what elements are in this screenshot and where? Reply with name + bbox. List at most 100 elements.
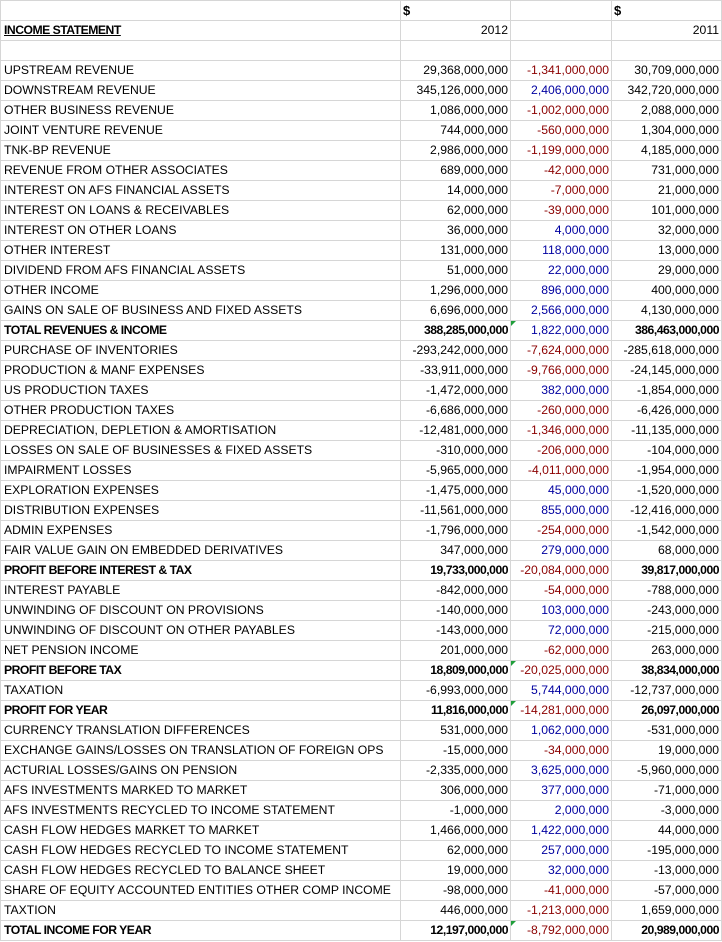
value-2011-cell[interactable]: 44,000,000	[611, 820, 722, 841]
row-label-cell[interactable]: TAXATION	[0, 680, 401, 701]
value-2012-cell[interactable]: -140,000,000	[400, 600, 511, 621]
row-label-cell[interactable]: ADMIN EXPENSES	[0, 520, 401, 541]
row-label-cell[interactable]: NET PENSION INCOME	[0, 640, 401, 661]
row-label-cell[interactable]: LOSSES ON SALE OF BUSINESSES & FIXED ASS…	[0, 440, 401, 461]
value-2012-cell[interactable]: -1,000,000	[400, 800, 511, 821]
difference-cell[interactable]: 4,000,000	[510, 220, 612, 241]
value-2012-cell[interactable]: -2,335,000,000	[400, 760, 511, 781]
row-label-cell[interactable]: UNWINDING OF DISCOUNT ON OTHER PAYABLES	[0, 620, 401, 641]
row-label-cell[interactable]: US PRODUCTION TAXES	[0, 380, 401, 401]
empty-cell[interactable]	[0, 40, 401, 61]
empty-cell[interactable]	[0, 0, 401, 21]
difference-cell[interactable]: -7,000,000	[510, 180, 612, 201]
value-2011-cell[interactable]: -104,000,000	[611, 440, 722, 461]
row-label-cell[interactable]: UNWINDING OF DISCOUNT ON PROVISIONS	[0, 600, 401, 621]
row-label-cell[interactable]: INTEREST ON AFS FINANCIAL ASSETS	[0, 180, 401, 201]
difference-cell[interactable]: 2,406,000,000	[510, 80, 612, 101]
value-2012-cell[interactable]: -143,000,000	[400, 620, 511, 641]
difference-cell[interactable]: -7,624,000,000	[510, 340, 612, 361]
row-label-cell[interactable]: EXCHANGE GAINS/LOSSES ON TRANSLATION OF …	[0, 740, 401, 761]
value-2012-cell[interactable]: 388,285,000,000	[400, 320, 511, 341]
value-2012-cell[interactable]: -1,475,000,000	[400, 480, 511, 501]
difference-cell[interactable]: -254,000,000	[510, 520, 612, 541]
value-2011-cell[interactable]: 4,185,000,000	[611, 140, 722, 161]
empty-cell[interactable]	[611, 40, 722, 61]
value-2011-cell[interactable]: -195,000,000	[611, 840, 722, 861]
row-label-cell[interactable]: DIVIDEND FROM AFS FINANCIAL ASSETS	[0, 260, 401, 281]
difference-cell[interactable]: 257,000,000	[510, 840, 612, 861]
row-label-cell[interactable]: INTEREST ON OTHER LOANS	[0, 220, 401, 241]
value-2012-cell[interactable]: 62,000,000	[400, 200, 511, 221]
row-label-cell[interactable]: CURRENCY TRANSLATION DIFFERENCES	[0, 720, 401, 741]
value-2011-cell[interactable]: -24,145,000,000	[611, 360, 722, 381]
difference-cell[interactable]: 855,000,000	[510, 500, 612, 521]
row-label-cell[interactable]: OTHER INCOME	[0, 280, 401, 301]
difference-cell[interactable]: -39,000,000	[510, 200, 612, 221]
difference-cell[interactable]: 118,000,000	[510, 240, 612, 261]
currency-2012[interactable]: $	[400, 0, 511, 21]
value-2011-cell[interactable]: 26,097,000,000	[611, 700, 722, 721]
difference-cell[interactable]: 279,000,000	[510, 540, 612, 561]
value-2012-cell[interactable]: -6,993,000,000	[400, 680, 511, 701]
value-2011-cell[interactable]: 101,000,000	[611, 200, 722, 221]
difference-cell[interactable]: -260,000,000	[510, 400, 612, 421]
difference-cell[interactable]: -14,281,000,000	[510, 700, 612, 721]
value-2012-cell[interactable]: 345,126,000,000	[400, 80, 511, 101]
row-label-cell[interactable]: PURCHASE OF INVENTORIES	[0, 340, 401, 361]
difference-cell[interactable]: -1,346,000,000	[510, 420, 612, 441]
value-2012-cell[interactable]: 36,000,000	[400, 220, 511, 241]
value-2011-cell[interactable]: -788,000,000	[611, 580, 722, 601]
value-2012-cell[interactable]: -310,000,000	[400, 440, 511, 461]
row-label-cell[interactable]: TNK-BP REVENUE	[0, 140, 401, 161]
row-label-cell[interactable]: OTHER PRODUCTION TAXES	[0, 400, 401, 421]
row-label-cell[interactable]: OTHER BUSINESS REVENUE	[0, 100, 401, 121]
value-2012-cell[interactable]: 2,986,000,000	[400, 140, 511, 161]
value-2012-cell[interactable]: 347,000,000	[400, 540, 511, 561]
value-2012-cell[interactable]: 201,000,000	[400, 640, 511, 661]
value-2012-cell[interactable]: 1,296,000,000	[400, 280, 511, 301]
value-2012-cell[interactable]: 1,086,000,000	[400, 100, 511, 121]
difference-cell[interactable]: 1,422,000,000	[510, 820, 612, 841]
value-2011-cell[interactable]: -215,000,000	[611, 620, 722, 641]
difference-cell[interactable]: 2,566,000,000	[510, 300, 612, 321]
difference-cell[interactable]: -9,766,000,000	[510, 360, 612, 381]
value-2011-cell[interactable]: 1,659,000,000	[611, 900, 722, 921]
value-2011-cell[interactable]: 20,989,000,000	[611, 920, 722, 941]
value-2011-cell[interactable]: 38,834,000,000	[611, 660, 722, 681]
value-2011-cell[interactable]: -57,000,000	[611, 880, 722, 901]
row-label-cell[interactable]: REVENUE FROM OTHER ASSOCIATES	[0, 160, 401, 181]
year-2011-header[interactable]: 2011	[611, 20, 722, 41]
difference-cell[interactable]: -1,199,000,000	[510, 140, 612, 161]
difference-cell[interactable]: 5,744,000,000	[510, 680, 612, 701]
row-label-cell[interactable]: PROFIT FOR YEAR	[0, 700, 401, 721]
value-2012-cell[interactable]: -11,561,000,000	[400, 500, 511, 521]
difference-cell[interactable]: -41,000,000	[510, 880, 612, 901]
value-2011-cell[interactable]: 4,130,000,000	[611, 300, 722, 321]
value-2012-cell[interactable]: 131,000,000	[400, 240, 511, 261]
value-2011-cell[interactable]: 68,000,000	[611, 540, 722, 561]
value-2011-cell[interactable]: -71,000,000	[611, 780, 722, 801]
difference-cell[interactable]: -20,084,000,000	[510, 560, 612, 581]
difference-cell[interactable]: -4,011,000,000	[510, 460, 612, 481]
difference-cell[interactable]: -42,000,000	[510, 160, 612, 181]
difference-cell[interactable]: 3,625,000,000	[510, 760, 612, 781]
difference-cell[interactable]: 377,000,000	[510, 780, 612, 801]
value-2012-cell[interactable]: 11,816,000,000	[400, 700, 511, 721]
difference-cell[interactable]: -1,002,000,000	[510, 100, 612, 121]
value-2012-cell[interactable]: -33,911,000,000	[400, 360, 511, 381]
value-2011-cell[interactable]: 1,304,000,000	[611, 120, 722, 141]
value-2011-cell[interactable]: -1,954,000,000	[611, 460, 722, 481]
row-label-cell[interactable]: PROFIT BEFORE TAX	[0, 660, 401, 681]
value-2012-cell[interactable]: 19,733,000,000	[400, 560, 511, 581]
value-2012-cell[interactable]: -1,796,000,000	[400, 520, 511, 541]
difference-cell[interactable]: -8,792,000,000	[510, 920, 612, 941]
difference-cell[interactable]: 72,000,000	[510, 620, 612, 641]
value-2011-cell[interactable]: -285,618,000,000	[611, 340, 722, 361]
value-2011-cell[interactable]: 39,817,000,000	[611, 560, 722, 581]
difference-cell[interactable]: -1,341,000,000	[510, 60, 612, 81]
row-label-cell[interactable]: INTEREST ON LOANS & RECEIVABLES	[0, 200, 401, 221]
row-label-cell[interactable]: EXPLORATION EXPENSES	[0, 480, 401, 501]
value-2011-cell[interactable]: 30,709,000,000	[611, 60, 722, 81]
empty-cell[interactable]	[400, 40, 511, 61]
year-2012-header[interactable]: 2012	[400, 20, 511, 41]
